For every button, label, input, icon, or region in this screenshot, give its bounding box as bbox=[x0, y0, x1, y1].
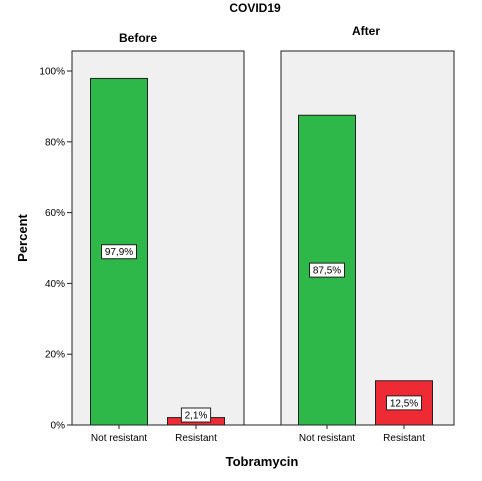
y-tick-label: 60% bbox=[45, 208, 65, 219]
y-axis: 0% 20% 40% 60% 80% 100% bbox=[39, 67, 72, 432]
x-axis-title: Tobramycin bbox=[226, 454, 299, 469]
data-label-box bbox=[101, 244, 137, 260]
data-label-box bbox=[309, 262, 345, 278]
y-tick-label: 100% bbox=[39, 67, 65, 78]
x-tick-label: Resistant bbox=[383, 433, 425, 444]
data-label: 2,1% bbox=[185, 411, 208, 422]
y-tick-label: 20% bbox=[45, 350, 65, 361]
x-axis-ticks: Not resistant Resistant Not resistant Resis… bbox=[72, 424, 454, 444]
y-axis-title: Percent bbox=[15, 213, 30, 261]
data-label-box bbox=[180, 407, 212, 423]
chart-title: COVID19 bbox=[229, 1, 281, 15]
x-tick-label: Not resistant bbox=[91, 433, 147, 444]
data-label: 12,5% bbox=[390, 398, 418, 409]
data-label-box bbox=[386, 395, 422, 411]
x-tick-label: Not resistant bbox=[299, 433, 355, 444]
y-tick-label: 40% bbox=[45, 279, 65, 290]
y-tick-label: 80% bbox=[45, 137, 65, 148]
panel-title-before: Before bbox=[119, 31, 157, 45]
data-label: 87,5% bbox=[313, 266, 341, 277]
data-label: 97,9% bbox=[105, 247, 133, 258]
bars: 97,9% 2,1% 87,5% 12,5% bbox=[90, 77, 433, 426]
x-tick-label: Resistant bbox=[175, 433, 217, 444]
y-tick-label: 0% bbox=[51, 421, 66, 432]
panel-title-after: After bbox=[352, 24, 380, 38]
